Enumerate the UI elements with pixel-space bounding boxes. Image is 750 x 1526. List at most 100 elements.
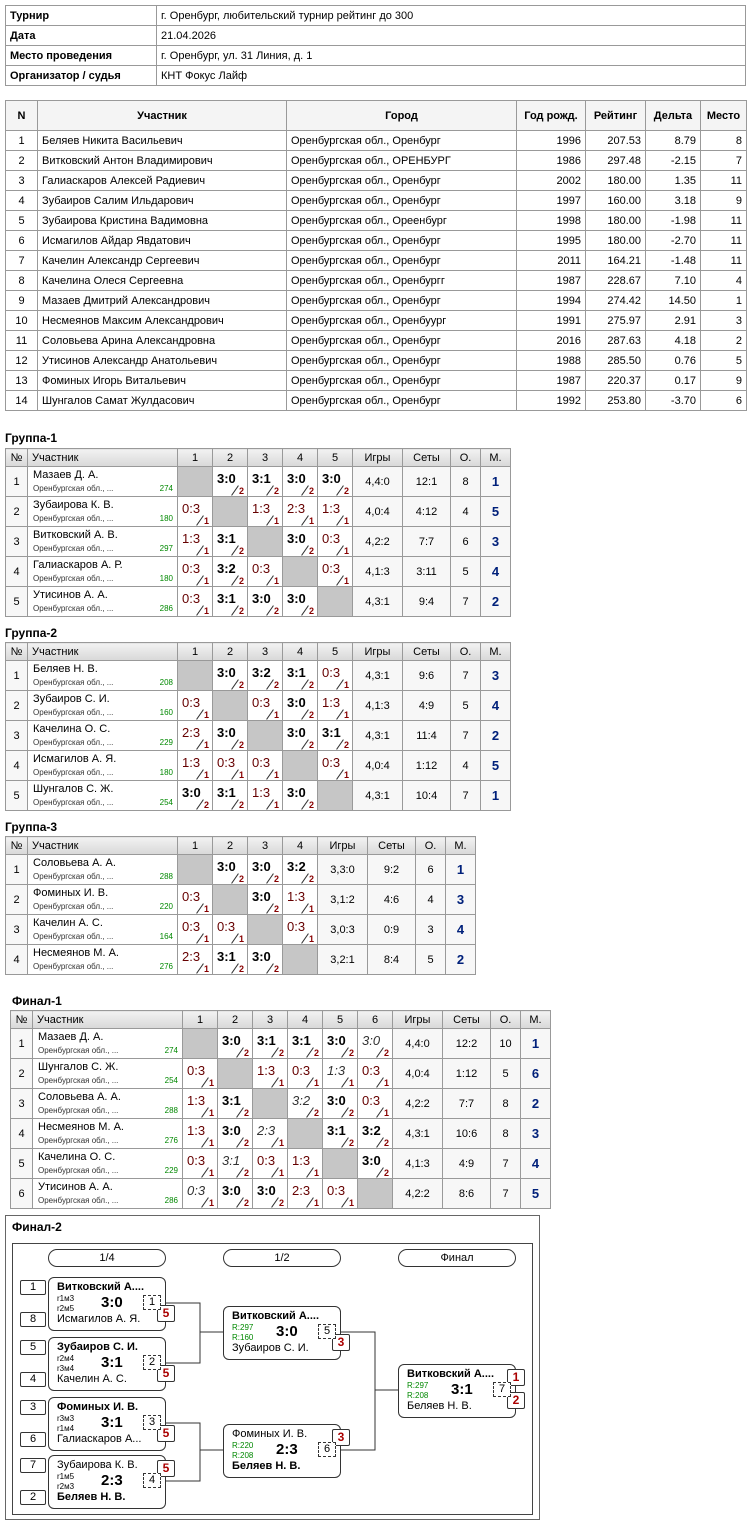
player-rating: 286: [159, 604, 173, 613]
participant-cell: Беляев Никита Васильевич: [37, 130, 287, 151]
score-cell: 1:3 1: [182, 1118, 218, 1149]
row-number: 4: [5, 750, 28, 781]
header-row: № Участник 1 2 3 4 5 6 Игры Сеты О. М.: [10, 1010, 551, 1029]
score: 1:3: [322, 501, 341, 516]
info-value: г. Оренбург, ул. 31 Линия, д. 1: [156, 45, 746, 66]
score: 3:2: [287, 859, 306, 874]
participant-cell: Мазаев Дмитрий Александрович: [37, 290, 287, 311]
self-cell: [357, 1178, 393, 1209]
score: 3:0: [252, 591, 271, 606]
sets: 4:12: [402, 496, 451, 527]
score: 3:1: [327, 1123, 346, 1138]
player-note: R:208: [232, 1451, 254, 1460]
group-table: № Участник 1 2 3 4 5 Игры Сеты О. М. 1 Беляев Н. В. О…: [5, 642, 511, 811]
player-rating: 276: [164, 1136, 178, 1145]
group-row: 1 Мазаев Д. А. Оренбургская обл., ... 274 3:…: [10, 1028, 551, 1059]
participant-cell: 5: [5, 210, 38, 231]
self-cell: [182, 1028, 218, 1059]
participant-cell: 2.91: [645, 310, 701, 331]
header-row: № Участник 1 2 3 4 Игры Сеты О. М.: [5, 836, 476, 855]
place-badge: 5: [157, 1365, 175, 1382]
player-name: Утисинов А. А.: [38, 1181, 113, 1193]
match-points: 1: [203, 904, 209, 914]
score-cell: 3:1 2: [217, 1148, 253, 1179]
match-points: 1: [273, 516, 279, 526]
self-cell: [287, 1118, 323, 1149]
info-row: Место проведения г. Оренбург, ул. 31 Лини…: [5, 45, 746, 66]
row-number: 2: [5, 884, 28, 915]
info-row: Турнир г. Оренбург, любительский турнир р…: [5, 5, 746, 26]
place: 1: [480, 780, 511, 811]
games: 4,3:1: [352, 586, 403, 617]
match-points: 1: [343, 576, 349, 586]
score: 3:1: [217, 785, 236, 800]
sets: 10:4: [402, 780, 451, 811]
match-points: 2: [343, 740, 349, 750]
points: 3: [415, 914, 446, 945]
player-cell: Фоминых И. В. Оренбургская обл., ... 220: [27, 884, 178, 915]
score-cell: 3:0 2: [212, 720, 248, 751]
group-row: 4 Галиаскаров А. Р. Оренбургская обл., ...…: [5, 556, 511, 587]
games: 4,2:2: [392, 1088, 443, 1119]
player-cell: Витковский А. В. Оренбургская обл., ... 29…: [27, 526, 178, 557]
player-cell: Галиаскаров А. Р. Оренбургская обл., ... 1…: [27, 556, 178, 587]
score-cell: 0:3 1: [357, 1058, 393, 1089]
participant-cell: Шунгалов Самат Жулдасович: [37, 390, 287, 411]
player-rating: 229: [164, 1166, 178, 1175]
participant-cell: 4: [700, 270, 747, 291]
row-number: 2: [10, 1058, 33, 1089]
score-cell: 0:3 1: [317, 660, 353, 691]
player-city: Оренбургская обл., ...: [38, 1106, 119, 1115]
player-rating: 274: [159, 484, 173, 493]
score: 0:3: [182, 889, 201, 904]
match-points: 2: [383, 1138, 389, 1148]
header-cell: №: [5, 642, 28, 661]
row-number: 4: [5, 944, 28, 975]
match-points: 2: [238, 680, 244, 690]
participant-cell: Оренбургская обл., Оренбург: [286, 370, 517, 391]
score: 3:0: [222, 1123, 241, 1138]
match-points: 2: [308, 606, 314, 616]
player-note: R:297: [407, 1381, 429, 1390]
header-cell: 3: [247, 642, 283, 661]
participant-row: 12 Утисинов Александр Анатольевич Оренбург…: [5, 350, 747, 371]
score-cell: 3:1 2: [282, 660, 318, 691]
match-points: 2: [243, 1198, 249, 1208]
place: 1: [480, 466, 511, 497]
match-points: 2: [348, 1108, 354, 1118]
score-cell: 0:3 1: [247, 556, 283, 587]
seed: 8: [20, 1312, 46, 1327]
participant-cell: 1994: [516, 290, 586, 311]
participant-cell: 2002: [516, 170, 586, 191]
header-cell: О.: [490, 1010, 521, 1029]
info-row: Дата 21.04.2026: [5, 25, 746, 46]
connector: [340, 1331, 398, 1451]
group-table: № Участник 1 2 3 4 Игры Сеты О. М. 1 Соловьева А. А…: [5, 836, 476, 975]
match-points: 2: [348, 1048, 354, 1058]
score: 1:3: [257, 1063, 276, 1078]
player-name: Зубаиров С. И.: [57, 1341, 138, 1353]
participant-cell: Утисинов Александр Анатольевич: [37, 350, 287, 371]
player-name: Витковский А....: [407, 1368, 495, 1380]
score: 3:1: [257, 1033, 276, 1048]
score-cell: 1:3 1: [287, 1148, 323, 1179]
player-rating: 288: [159, 872, 173, 881]
score-cell: 0:3 1: [317, 526, 353, 557]
header-cell: М.: [520, 1010, 551, 1029]
header-cell: 4: [282, 448, 318, 467]
header-cell: Сеты: [367, 836, 416, 855]
player-rating: 254: [159, 798, 173, 807]
player-rating: 229: [159, 738, 173, 747]
score: 3:0: [257, 1183, 276, 1198]
group-row: 4 Несмеянов М. А. Оренбургская обл., ... 27…: [5, 944, 476, 975]
participant-row: 11 Соловьева Арина Александровна Оренбургс…: [5, 330, 747, 351]
participant-cell: Качелин Александр Сергеевич: [37, 250, 287, 271]
row-number: 5: [5, 586, 28, 617]
participant-cell: -2.70: [645, 230, 701, 251]
score-cell: 3:1 2: [217, 1088, 253, 1119]
sets: 1:12: [442, 1058, 491, 1089]
score-cell: 3:0 2: [282, 720, 318, 751]
points: 4: [415, 884, 446, 915]
games: 4,4:0: [392, 1028, 443, 1059]
sets: 9:2: [367, 854, 416, 885]
